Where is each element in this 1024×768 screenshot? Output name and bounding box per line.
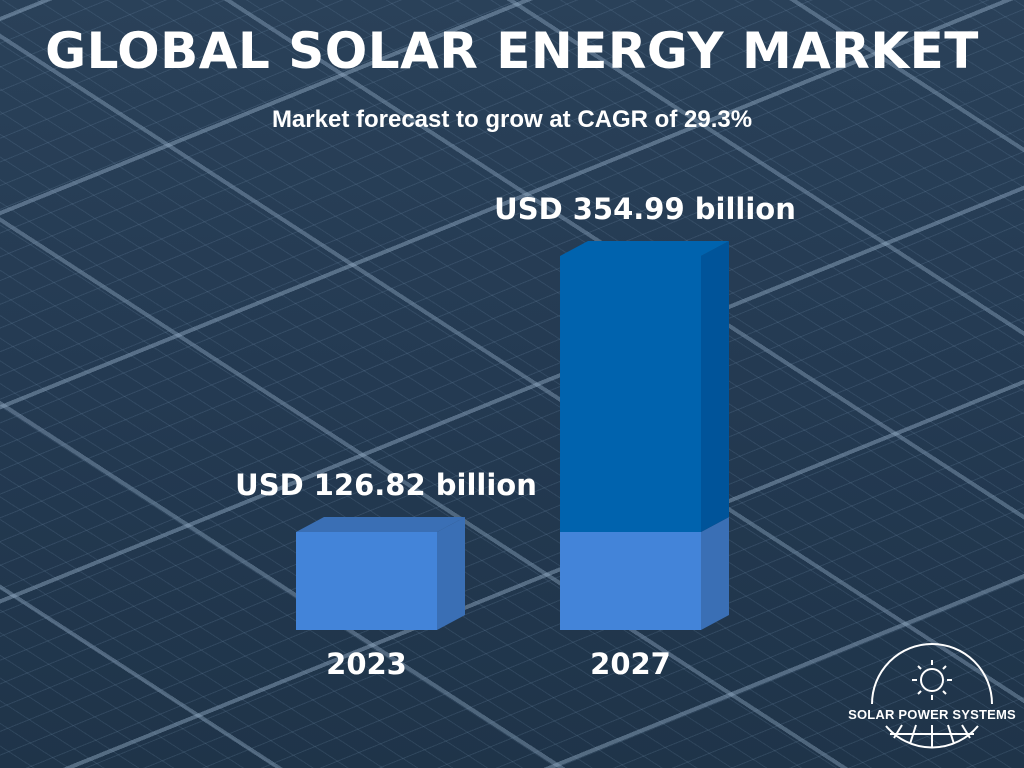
bar-2027-base-front — [560, 531, 701, 630]
bar-2027-growth-front — [560, 256, 701, 532]
bar-2027-base-side — [701, 516, 729, 630]
bar-2023-base-side — [437, 516, 465, 630]
category-label-2027: 2027 — [590, 647, 671, 681]
logo-text: SOLAR POWER SYSTEMS — [848, 707, 1016, 722]
bar-2023-top — [296, 516, 465, 532]
subtitle: Market forecast to grow at CAGR of 29.3% — [271, 106, 753, 133]
data-label-2023: USD 126.82 billion — [235, 468, 537, 502]
page-title: GLOBAL SOLAR ENERGY MARKET — [45, 22, 979, 80]
bar-2027-growth-side — [701, 241, 729, 532]
bar-2023-base-front — [296, 531, 437, 630]
bar-2027-top — [560, 241, 729, 257]
sun-globe-icon — [871, 643, 993, 749]
data-label-2027: USD 354.99 billion — [494, 192, 796, 226]
category-label-2023: 2023 — [326, 647, 407, 681]
